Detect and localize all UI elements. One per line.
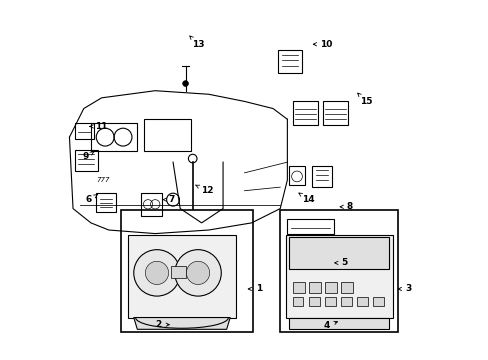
Circle shape <box>175 249 221 296</box>
Text: 15: 15 <box>357 93 371 106</box>
Text: 13: 13 <box>189 36 204 49</box>
Text: 777: 777 <box>96 177 109 183</box>
Polygon shape <box>292 297 303 306</box>
Polygon shape <box>292 282 305 293</box>
Text: 8: 8 <box>339 202 352 211</box>
Circle shape <box>134 249 180 296</box>
Text: 11: 11 <box>89 122 108 131</box>
Polygon shape <box>340 297 351 306</box>
Text: 9: 9 <box>82 152 94 161</box>
Polygon shape <box>288 318 388 329</box>
Text: 2: 2 <box>155 320 169 329</box>
Circle shape <box>145 261 168 284</box>
Polygon shape <box>340 282 353 293</box>
Polygon shape <box>308 297 319 306</box>
Polygon shape <box>128 235 235 318</box>
Polygon shape <box>308 282 321 293</box>
Text: 3: 3 <box>397 284 411 293</box>
Text: 4: 4 <box>323 321 337 330</box>
Polygon shape <box>356 297 367 306</box>
Polygon shape <box>134 318 230 329</box>
Text: 14: 14 <box>298 193 314 204</box>
Polygon shape <box>171 266 185 278</box>
Text: 6: 6 <box>86 195 97 204</box>
Polygon shape <box>372 297 383 306</box>
Polygon shape <box>324 297 335 306</box>
Text: 5: 5 <box>334 258 347 267</box>
Polygon shape <box>324 282 337 293</box>
Polygon shape <box>288 237 388 269</box>
Circle shape <box>186 261 209 284</box>
Text: 7: 7 <box>162 195 174 204</box>
Text: 10: 10 <box>313 40 332 49</box>
Text: 1: 1 <box>248 284 262 293</box>
Text: 12: 12 <box>195 185 213 195</box>
Circle shape <box>183 81 188 86</box>
Polygon shape <box>285 235 392 318</box>
